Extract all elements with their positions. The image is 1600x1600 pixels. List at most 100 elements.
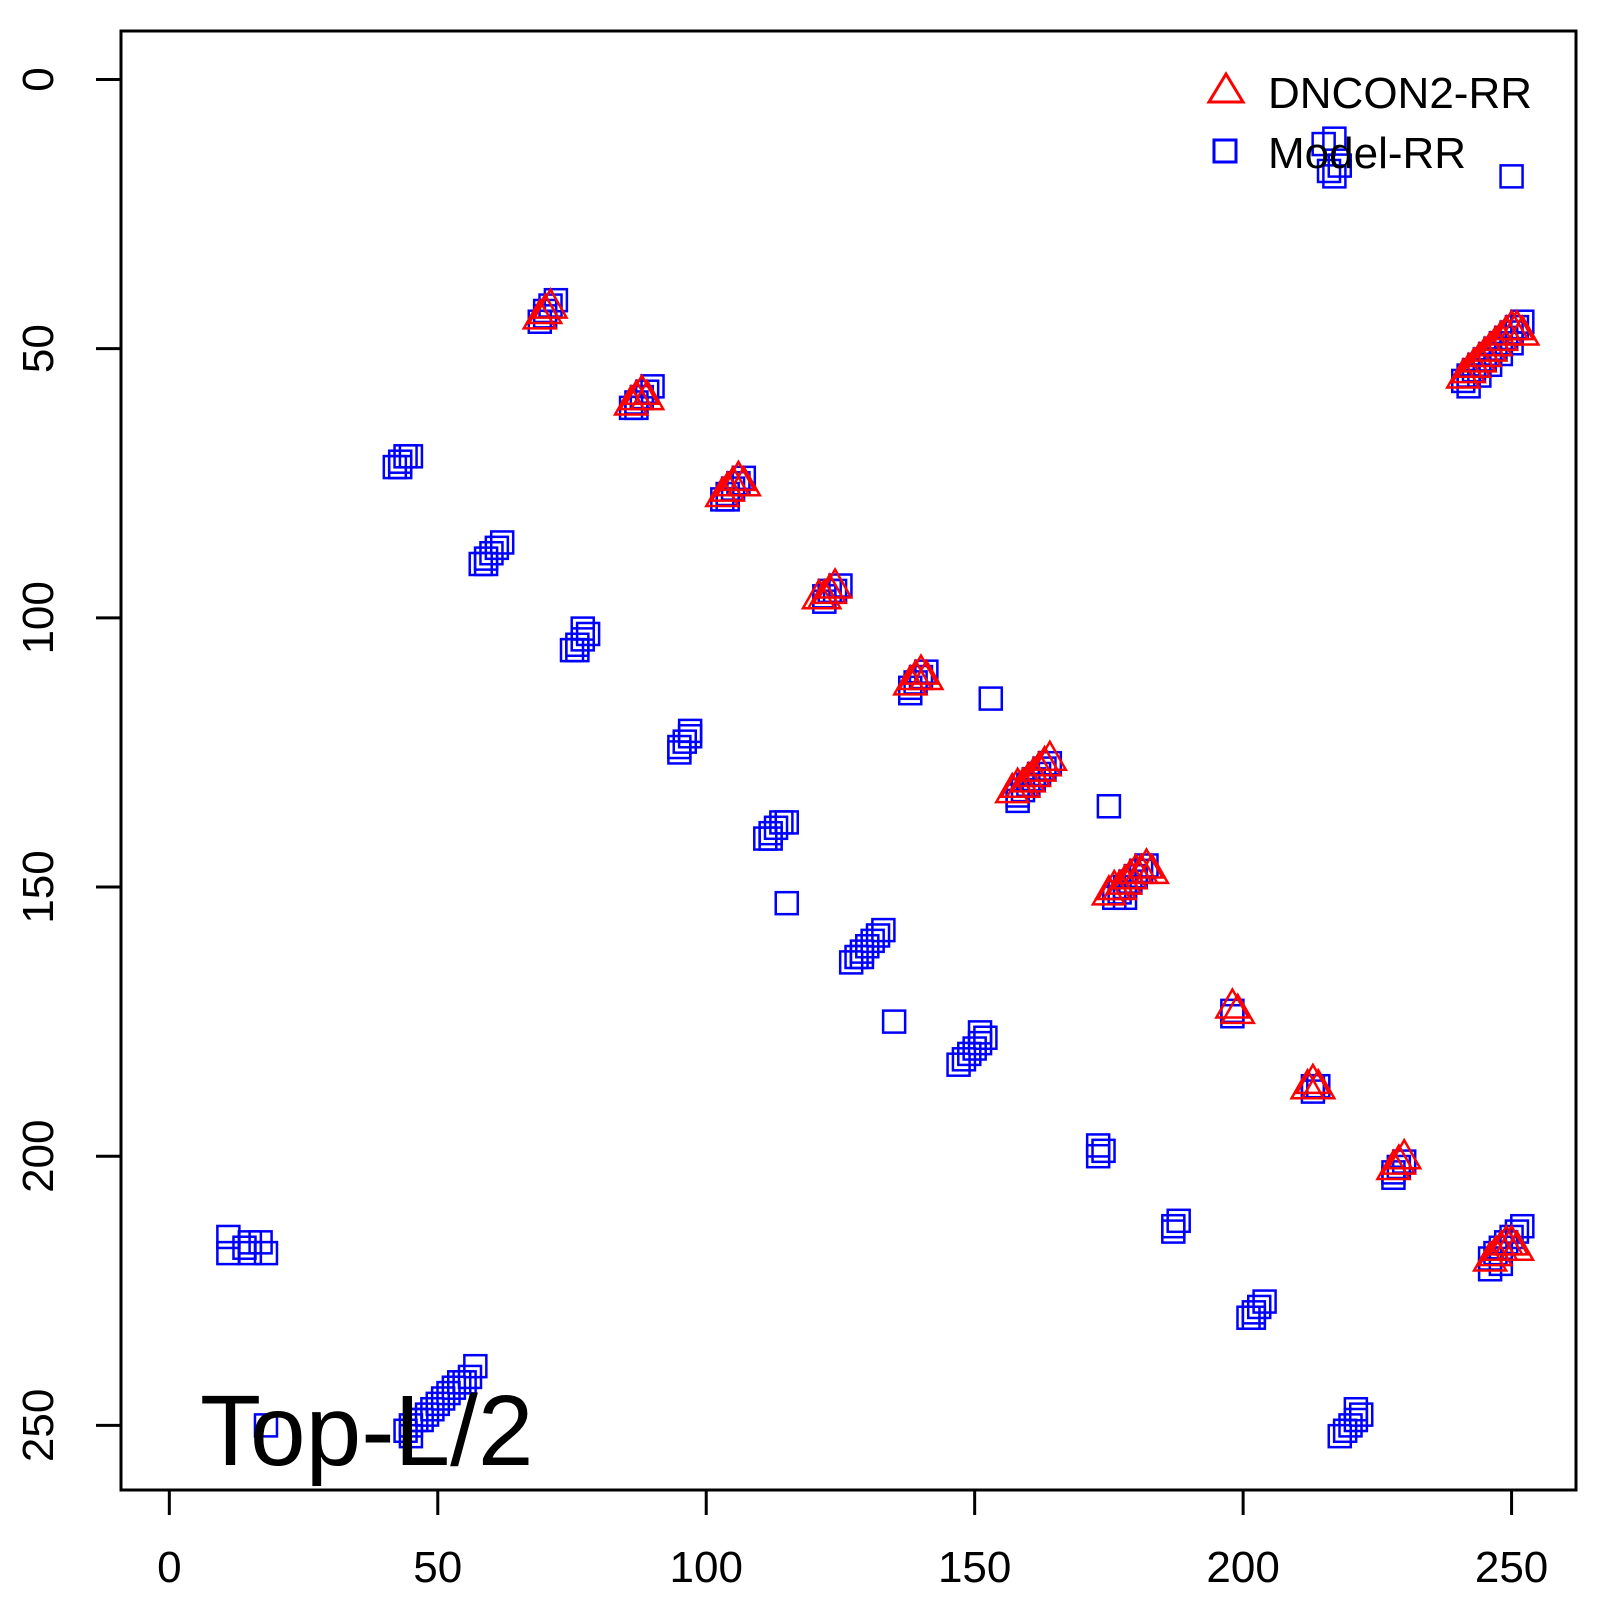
dncon2-rr-point bbox=[1101, 868, 1138, 901]
dncon2-rr-point bbox=[521, 297, 558, 330]
legend-marker-square bbox=[1212, 138, 1238, 164]
dncon2-rr-point bbox=[1133, 852, 1171, 885]
dncon2-rr-point bbox=[811, 572, 848, 605]
dncon2-rr-point bbox=[1300, 1067, 1337, 1100]
y-tick-label: 0 bbox=[14, 67, 63, 91]
dncon2-rr-point bbox=[892, 663, 929, 696]
model-rr-point bbox=[881, 1009, 907, 1034]
model-rr-point bbox=[1085, 1143, 1111, 1169]
y-tick-label: 100 bbox=[14, 581, 63, 654]
model-rr-point bbox=[1348, 1402, 1374, 1427]
model-rr-point bbox=[774, 810, 800, 835]
model-rr-point bbox=[871, 917, 896, 943]
scatter-marks bbox=[216, 126, 1541, 1449]
dncon2-rr-point bbox=[720, 459, 757, 492]
dncon2-rr-point bbox=[908, 658, 945, 691]
dncon2-rr-point bbox=[1004, 766, 1042, 798]
dncon2-rr-point bbox=[629, 378, 666, 411]
x-tick-label: 100 bbox=[670, 1543, 743, 1592]
dncon2-rr-point bbox=[725, 464, 762, 497]
dncon2-rr-point bbox=[806, 577, 843, 610]
x-tick-label: 50 bbox=[413, 1543, 462, 1592]
x-tick-label: 250 bbox=[1475, 1543, 1548, 1592]
dncon2-rr-point bbox=[612, 383, 650, 416]
legend: DNCON2-RR Model-RR bbox=[1206, 69, 1532, 178]
x-tick-label: 150 bbox=[938, 1543, 1011, 1592]
dncon2-rr-point bbox=[1471, 330, 1509, 362]
y-tick-label: 250 bbox=[14, 1389, 63, 1462]
dncon2-rr-point bbox=[1219, 992, 1256, 1025]
model-rr-point bbox=[1322, 126, 1347, 151]
dncon2-rr-point bbox=[1375, 1148, 1412, 1181]
model-rr-point bbox=[1161, 1219, 1186, 1244]
y-tick-label: 150 bbox=[14, 850, 63, 923]
dncon2-rr-point bbox=[709, 470, 746, 502]
dncon2-rr-point bbox=[1031, 739, 1068, 772]
dncon2-rr-point bbox=[902, 653, 940, 685]
model-rr-point bbox=[1343, 1396, 1369, 1422]
dncon2-rr-point bbox=[532, 287, 569, 319]
model-rr-point bbox=[253, 1413, 279, 1438]
dncon2-rr-point bbox=[1482, 319, 1519, 352]
y-tick-label: 50 bbox=[14, 324, 63, 373]
dncon2-rr-point bbox=[1450, 351, 1487, 384]
dncon2-rr-point bbox=[1386, 1137, 1423, 1170]
x-axis: 0 50 100 150 200 250 bbox=[157, 1488, 1548, 1592]
dncon2-rr-point bbox=[1504, 313, 1541, 346]
legend-label-model: Model-RR bbox=[1268, 129, 1466, 178]
dncon2-rr-point bbox=[1455, 346, 1493, 379]
dncon2-rr-point bbox=[1112, 857, 1149, 890]
dncon2-rr-point bbox=[1477, 1234, 1514, 1267]
plot-frame bbox=[119, 29, 1578, 1492]
annotation-top-l2: Top-L/2 bbox=[200, 1375, 534, 1487]
model-rr-point bbox=[865, 923, 891, 948]
model-rr-point bbox=[1322, 164, 1347, 189]
model-rr-point bbox=[973, 1025, 998, 1051]
model-rr-point bbox=[1504, 1219, 1530, 1244]
dncon2-rr-point bbox=[994, 771, 1031, 804]
model-rr-point bbox=[565, 637, 590, 663]
model-rr-point bbox=[1161, 1213, 1186, 1239]
model-rr-point bbox=[1241, 1305, 1267, 1330]
dncon2-rr-point bbox=[1020, 750, 1058, 782]
dncon2-rr-point bbox=[1128, 846, 1165, 879]
dncon2-rr-point bbox=[1477, 324, 1514, 357]
x-tick-label: 0 bbox=[157, 1543, 181, 1592]
model-rr-point bbox=[1499, 164, 1524, 189]
model-rr-point bbox=[667, 740, 692, 765]
legend-marker-triangle bbox=[1206, 71, 1246, 104]
model-rr-point bbox=[387, 454, 413, 480]
dncon2-rr-point bbox=[1106, 863, 1144, 895]
model-rr-point bbox=[216, 1240, 241, 1266]
dncon2-rr-point bbox=[816, 567, 854, 599]
dncon2-rr-point bbox=[526, 292, 564, 325]
dncon2-rr-point bbox=[1294, 1062, 1332, 1095]
dncon2-rr-point bbox=[1380, 1143, 1417, 1175]
dncon2-rr-point bbox=[1471, 1239, 1509, 1272]
y-tick-label: 200 bbox=[14, 1119, 63, 1192]
model-rr-point bbox=[463, 1353, 488, 1379]
model-rr-point bbox=[253, 1240, 279, 1266]
model-rr-point bbox=[774, 890, 800, 916]
dncon2-rr-point bbox=[1498, 308, 1536, 341]
model-rr-point bbox=[237, 1240, 263, 1266]
dncon2-rr-point bbox=[1466, 335, 1503, 368]
x-tick-label: 200 bbox=[1206, 1543, 1279, 1592]
model-rr-point bbox=[398, 1423, 424, 1449]
model-rr-point bbox=[978, 686, 1004, 711]
dncon2-rr-point bbox=[1090, 873, 1128, 906]
model-rr-point bbox=[967, 1020, 993, 1045]
dncon2-rr-point bbox=[623, 373, 660, 405]
model-rr-point bbox=[849, 944, 875, 970]
dncon2-rr-point bbox=[1214, 986, 1251, 1019]
model-rr-point bbox=[489, 530, 515, 555]
model-rr-point bbox=[1096, 794, 1122, 819]
dncon2-rr-point bbox=[1010, 760, 1047, 793]
model-rr-point bbox=[640, 374, 665, 399]
model-rr-point bbox=[758, 826, 783, 851]
dncon2-rr-point bbox=[1461, 340, 1498, 373]
dncon2-rr-point bbox=[1445, 357, 1482, 389]
dncon2-rr-point bbox=[1015, 755, 1052, 788]
dncon2-rr-point bbox=[1026, 744, 1063, 777]
